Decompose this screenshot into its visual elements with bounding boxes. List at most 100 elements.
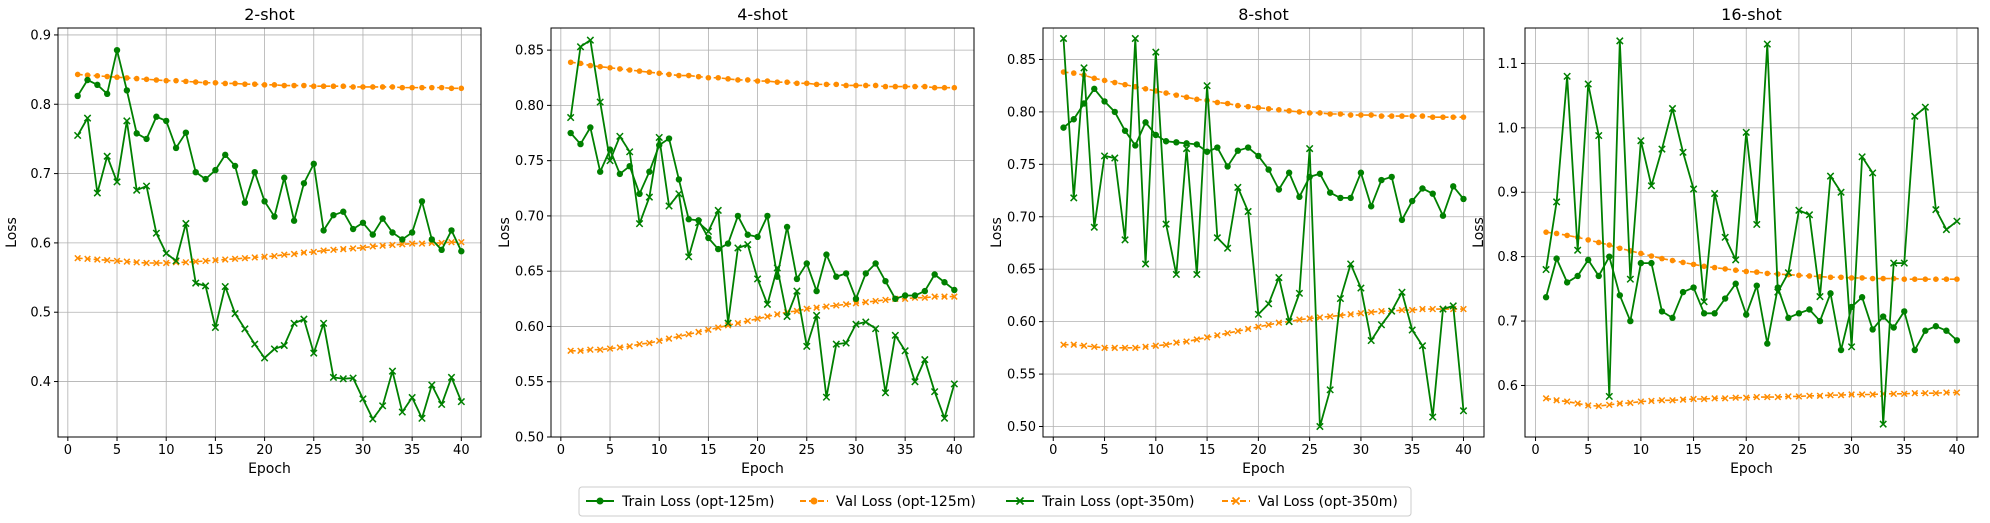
data-point <box>833 273 840 280</box>
data-point <box>1418 342 1427 350</box>
series-train-loss-opt-125m <box>1542 253 1961 354</box>
data-point <box>1543 229 1549 235</box>
data-point <box>1563 398 1571 405</box>
x-tick-label: 10 <box>1148 443 1165 458</box>
data-point <box>922 83 928 90</box>
data-point <box>1142 343 1149 351</box>
data-point <box>1459 407 1468 415</box>
data-point <box>1911 389 1919 397</box>
data-point <box>84 72 91 78</box>
data-point <box>577 347 584 355</box>
data-point <box>399 236 406 243</box>
x-tick-label: 10 <box>651 443 668 458</box>
data-point <box>1764 340 1771 347</box>
data-point <box>1606 242 1613 248</box>
chart-panel-1: 0 5 10 15 20 25 30 35 40 0.4 0.5 0.6 0.7 0.8 0.9 2-shot… <box>4 5 482 477</box>
data-point <box>872 82 879 89</box>
data-point <box>724 319 732 327</box>
series-val-loss-opt-125m <box>1543 229 1960 282</box>
data-point <box>1275 186 1283 193</box>
y-axis-label: Loss <box>989 217 1005 248</box>
data-point <box>705 326 712 334</box>
data-point <box>1690 395 1697 403</box>
data-point <box>1637 259 1645 267</box>
legend-label-val-350m: Val Loss (opt-350m) <box>1258 494 1398 510</box>
data-point <box>735 77 741 83</box>
data-point <box>695 73 702 80</box>
data-point <box>763 300 772 309</box>
x-tick-label: 25 <box>305 443 322 458</box>
data-point <box>222 151 229 159</box>
data-point <box>330 83 337 90</box>
data-point <box>892 83 899 90</box>
data-point <box>1542 395 1550 402</box>
data-point <box>1213 234 1222 242</box>
data-point <box>1689 185 1698 193</box>
series-train-loss-opt-350m <box>1542 37 1961 428</box>
data-point <box>1244 144 1252 151</box>
data-point <box>212 166 219 174</box>
data-point <box>1859 275 1865 281</box>
data-point <box>1584 80 1592 88</box>
data-point <box>74 71 81 78</box>
data-point <box>1101 344 1108 352</box>
legend-item-val-350m: Val Loss (opt-350m) <box>1222 494 1398 510</box>
data-point <box>665 135 673 142</box>
data-point <box>320 83 327 90</box>
data-point <box>1879 313 1887 320</box>
data-point <box>192 168 199 176</box>
data-point <box>388 367 397 375</box>
data-point <box>1763 393 1771 401</box>
data-point <box>1265 321 1272 329</box>
x-tick-label: 35 <box>1896 443 1913 458</box>
data-point <box>1816 292 1824 301</box>
data-point <box>744 317 752 325</box>
data-point <box>1574 400 1582 407</box>
data-point <box>163 77 170 84</box>
x-tick-label: 25 <box>798 443 815 458</box>
data-point <box>1091 85 1098 93</box>
x-tick-label: 20 <box>1250 443 1267 458</box>
data-point <box>1346 260 1355 268</box>
data-point <box>616 132 624 141</box>
data-point <box>280 251 288 259</box>
data-point <box>339 245 347 253</box>
data-point <box>1245 103 1251 110</box>
data-point <box>636 68 643 74</box>
data-point <box>1584 402 1592 409</box>
data-point <box>1943 276 1950 282</box>
data-point <box>1553 255 1560 262</box>
chart-title: 8-shot <box>1238 5 1289 24</box>
data-point <box>606 345 614 352</box>
data-point <box>636 340 643 348</box>
legend-label-train-350m: Train Loss (opt-350m) <box>1041 494 1194 510</box>
legend-item-train-125m: Train Loss (opt-125m) <box>586 494 774 510</box>
data-point <box>1265 105 1272 112</box>
data-point <box>1357 284 1365 292</box>
data-point <box>793 287 801 295</box>
data-point <box>1234 183 1242 192</box>
data-point <box>1214 99 1221 106</box>
data-point <box>843 82 849 89</box>
x-axis-label: Epoch <box>1730 461 1773 477</box>
data-point <box>202 257 209 265</box>
data-point <box>1595 239 1602 246</box>
data-point <box>646 339 653 347</box>
data-point <box>221 256 229 263</box>
data-point <box>1753 282 1760 289</box>
data-point <box>1234 147 1242 154</box>
data-point <box>941 293 948 300</box>
data-point <box>1142 119 1149 126</box>
data-point <box>1203 81 1211 90</box>
data-point <box>162 249 170 258</box>
x-axis-label: Epoch <box>248 461 291 477</box>
data-point <box>1203 334 1211 341</box>
data-point <box>754 315 761 323</box>
data-point <box>1224 100 1231 107</box>
data-point <box>1152 48 1160 56</box>
chart-panel-2: 0 5 10 15 20 25 30 35 40 0.50 0.55 0.60 0.65 0.70 0.75… <box>497 5 975 477</box>
data-point <box>241 325 249 333</box>
data-point <box>1460 114 1467 120</box>
data-point <box>626 67 633 73</box>
data-point <box>567 129 574 137</box>
